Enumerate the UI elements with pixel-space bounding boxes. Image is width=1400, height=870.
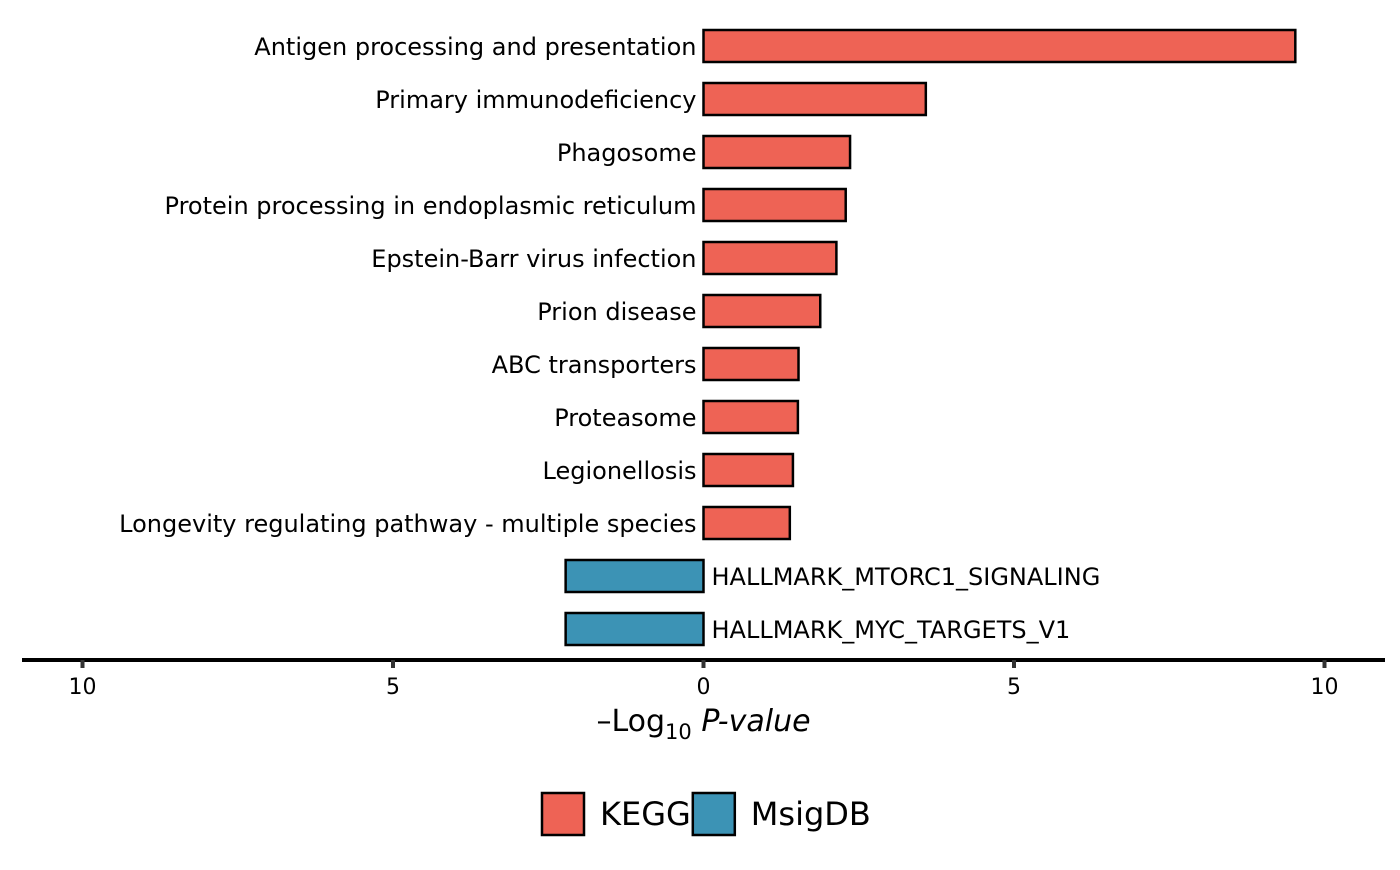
category-label-2: Primary immunodeficiency: [375, 86, 696, 114]
category-label-12: HALLMARK_MYC_TARGETS_V1: [712, 616, 1071, 644]
x-tick-label-5: 10: [1311, 675, 1339, 700]
x-axis-title: –Log10 P-value: [596, 704, 810, 744]
bars-layer: [564, 28, 1297, 647]
legend: KEGG MsigDB: [540, 791, 871, 837]
bar-7: [702, 346, 800, 382]
category-label-4: Protein processing in endoplasmic reticu…: [165, 192, 697, 220]
category-label-5: Epstein-Barr virus infection: [371, 245, 696, 273]
bar-11: [564, 558, 705, 594]
bar-9: [702, 452, 795, 488]
category-label-1: Antigen processing and presentation: [254, 33, 696, 61]
bar-8: [702, 399, 800, 435]
x-tick-label-4: 5: [1007, 675, 1021, 700]
category-label-10: Longevity regulating pathway - multiple …: [119, 510, 696, 538]
category-label-8: Proteasome: [554, 404, 696, 432]
legend-swatch-msigdb: [691, 791, 737, 837]
x-axis-title-italic: P-value: [692, 704, 811, 739]
legend-swatch-kegg: [540, 791, 586, 837]
category-label-6: Prion disease: [537, 298, 696, 326]
x-axis: 10 5 0 5 10: [22, 658, 1385, 700]
bar-4: [702, 187, 847, 223]
legend-label-kegg: KEGG: [600, 795, 691, 833]
x-tick-label-2: 5: [386, 675, 400, 700]
bar-2: [702, 81, 928, 117]
bar-12: [564, 611, 705, 647]
bar-5: [702, 240, 838, 276]
category-label-3: Phagosome: [557, 139, 697, 167]
category-label-9: Legionellosis: [543, 457, 697, 485]
x-axis-title-subscript: 10: [665, 720, 692, 744]
x-axis-title-prefix: –Log: [596, 704, 665, 739]
x-tick-label-3: 0: [697, 675, 711, 700]
category-label-11: HALLMARK_MTORC1_SIGNALING: [712, 563, 1101, 591]
category-label-7: ABC transporters: [492, 351, 697, 379]
category-labels-layer: Antigen processing and presentation Prima…: [119, 33, 1100, 644]
bar-6: [702, 293, 822, 329]
x-tick-label-1: 10: [69, 675, 97, 700]
bar-1: [702, 28, 1297, 64]
bar-3: [702, 134, 852, 170]
legend-label-msigdb: MsigDB: [751, 795, 871, 833]
bar-10: [702, 505, 792, 541]
